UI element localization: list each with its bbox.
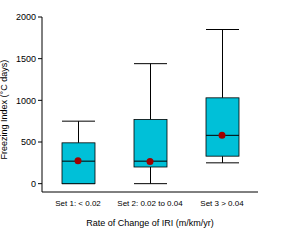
svg-text:1000: 1000 bbox=[16, 96, 36, 106]
svg-text:2000: 2000 bbox=[16, 12, 36, 22]
svg-text:0: 0 bbox=[31, 179, 36, 189]
svg-text:Set 1: < 0.02: Set 1: < 0.02 bbox=[55, 199, 101, 208]
svg-text:Freezing Index (°C days): Freezing Index (°C days) bbox=[8, 60, 9, 160]
svg-text:Rate of Change of IRI (m/km/yr: Rate of Change of IRI (m/km/yr) bbox=[86, 218, 214, 228]
svg-text:1500: 1500 bbox=[16, 54, 36, 64]
svg-text:Set 3 > 0.04: Set 3 > 0.04 bbox=[200, 199, 244, 208]
svg-text:500: 500 bbox=[21, 137, 36, 147]
svg-text:Set 2: 0.02 to 0.04: Set 2: 0.02 to 0.04 bbox=[117, 199, 183, 208]
